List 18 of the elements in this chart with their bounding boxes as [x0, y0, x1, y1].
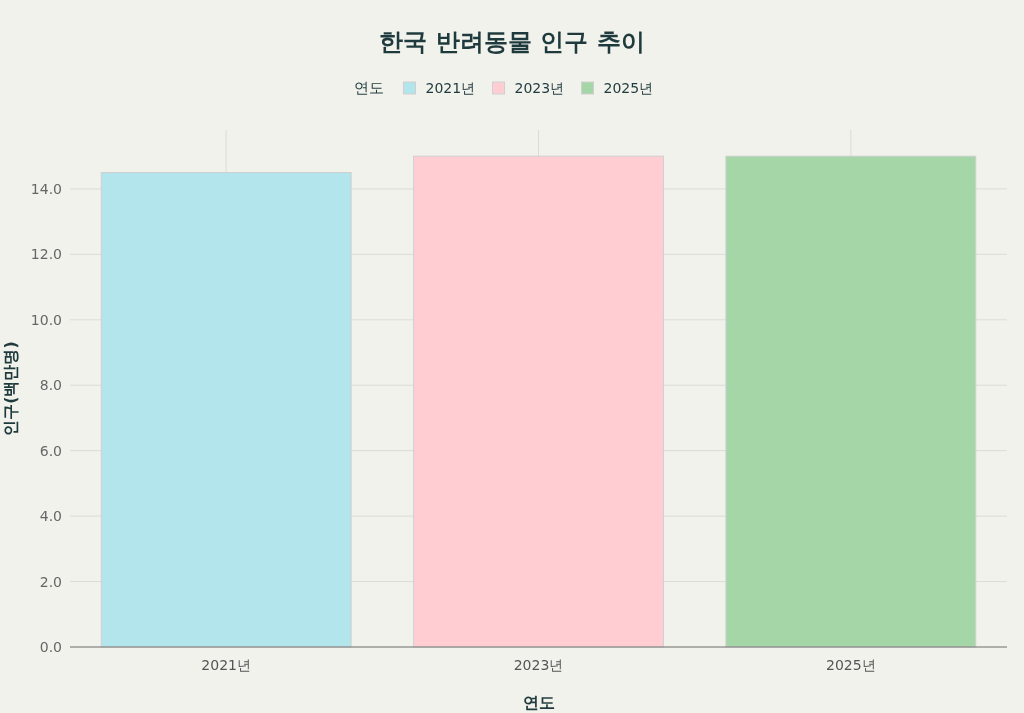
y-tick-label: 4.0 [39, 508, 62, 525]
legend-label: 2025년 [603, 80, 654, 96]
legend-title: 연도 [353, 79, 384, 97]
y-tick-label: 14.0 [30, 180, 62, 197]
x-tick-label: 2021년 [201, 657, 251, 673]
x-axis-title: 연도 [522, 693, 555, 712]
x-tick-label: 2025년 [826, 657, 876, 673]
y-tick-label: 10.0 [30, 311, 62, 328]
y-tick-label: 2.0 [39, 573, 62, 590]
y-axis-title: 인구(백만명) [1, 341, 20, 436]
y-tick-label: 6.0 [39, 442, 62, 459]
legend-label: 2021년 [425, 80, 476, 96]
y-tick-label: 12.0 [30, 246, 62, 263]
x-tick-label: 2023년 [513, 657, 564, 673]
legend-label: 2023년 [514, 80, 565, 96]
y-tick-label: 0.0 [39, 639, 62, 655]
chart-title: 한국 반려동물 인구 추이 [379, 28, 645, 56]
y-tick-label: 8.0 [39, 377, 62, 394]
